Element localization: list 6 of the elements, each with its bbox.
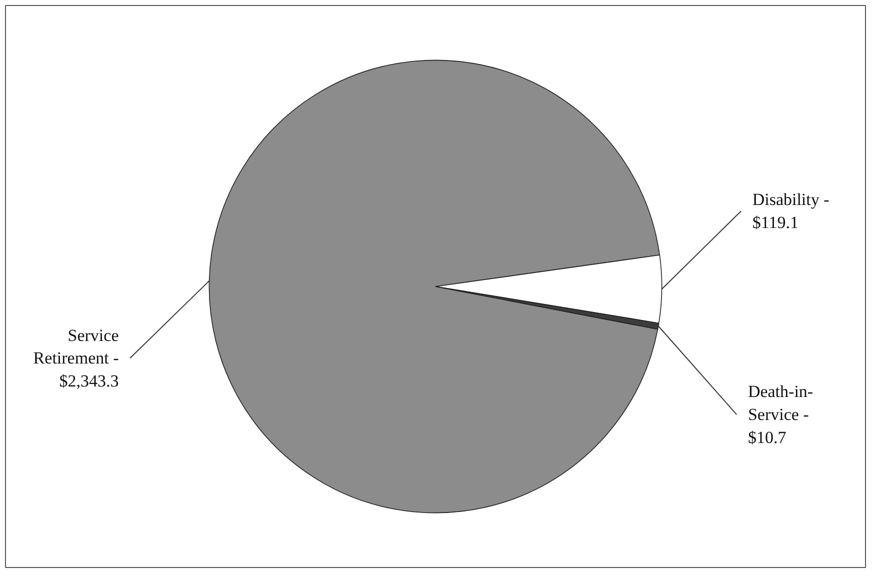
slice-label: Death-in-Service - xyxy=(748,382,814,424)
data-label: $119.1 xyxy=(752,213,798,232)
data-label: $10.7 xyxy=(748,428,787,447)
data-label: $2,343.3 xyxy=(59,371,119,390)
slice-label: Service Retirement - xyxy=(33,326,120,368)
slice-label: Disability - xyxy=(752,190,830,210)
